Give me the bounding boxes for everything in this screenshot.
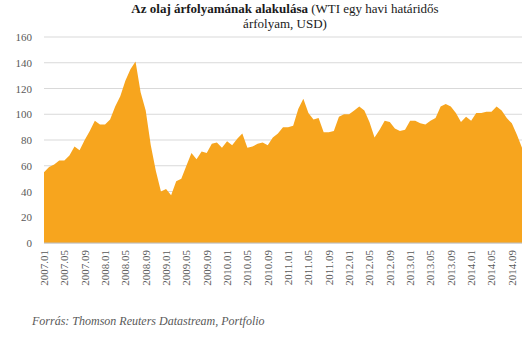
plot-area — [44, 61, 522, 243]
y-tick-label: 140 — [16, 57, 33, 69]
x-tick-label: 2010.09 — [262, 250, 274, 286]
grid-line — [44, 62, 522, 63]
grid-line — [44, 37, 522, 38]
grid-line — [44, 88, 522, 89]
grid-line — [44, 243, 522, 244]
y-tick-label: 40 — [21, 186, 33, 198]
y-tick-label: 20 — [21, 211, 33, 223]
x-tick-label: 2010.01 — [221, 250, 233, 286]
x-tick-label: 2008.09 — [140, 250, 152, 286]
x-tick-label: 2011.05 — [302, 250, 314, 286]
x-tick-label: 2014.05 — [485, 250, 497, 286]
x-tick-label: 2010.05 — [241, 249, 253, 285]
x-tick-label: 2011.01 — [282, 250, 294, 285]
x-tick-label: 2007.05 — [58, 250, 70, 286]
y-tick-label: 0 — [27, 237, 33, 249]
x-tick-label: 2008.01 — [99, 250, 111, 286]
x-tick-label: 2013.09 — [445, 250, 457, 286]
chart: 0 20 40 60 80 100 120 140 160 2007.01 2007.05 2007.… — [0, 0, 531, 342]
x-tick-label: 2009.09 — [201, 250, 213, 286]
x-tick-label: 2009.01 — [160, 250, 172, 286]
x-tick-label: 2008.05 — [119, 250, 131, 286]
y-tick-label: 60 — [21, 160, 33, 172]
x-tick-label: 2012.09 — [384, 250, 396, 286]
y-tick-label: 160 — [16, 31, 33, 43]
area — [44, 61, 522, 243]
y-tick-label: 100 — [16, 108, 33, 120]
x-tick-label: 2007.09 — [79, 250, 91, 286]
x-tick-label: 2014.01 — [465, 250, 477, 286]
x-tick-label: 2013.01 — [404, 250, 416, 286]
chart-title: Az olaj árfolyamának alakulása (WTI egy … — [130, 1, 440, 31]
grid — [44, 37, 522, 243]
x-tick-label: 2011.09 — [323, 250, 335, 286]
x-tick-label: 2012.01 — [343, 250, 355, 286]
title-text: Az olaj árfolyamának alakulása — [131, 1, 308, 16]
y-tick-label: 80 — [21, 134, 33, 146]
source-note: Forrás: Thomson Reuters Datastream, Port… — [32, 314, 265, 329]
x-tick-label: 2014.09 — [506, 250, 518, 286]
y-tick-label: 120 — [16, 83, 33, 95]
x-tick-label: 2012.05 — [363, 250, 375, 286]
x-axis — [44, 243, 522, 244]
x-tick-label: 2007.01 — [38, 250, 50, 286]
x-tick-label: 2009.05 — [180, 250, 192, 286]
x-tick-label: 2013.05 — [424, 250, 436, 286]
